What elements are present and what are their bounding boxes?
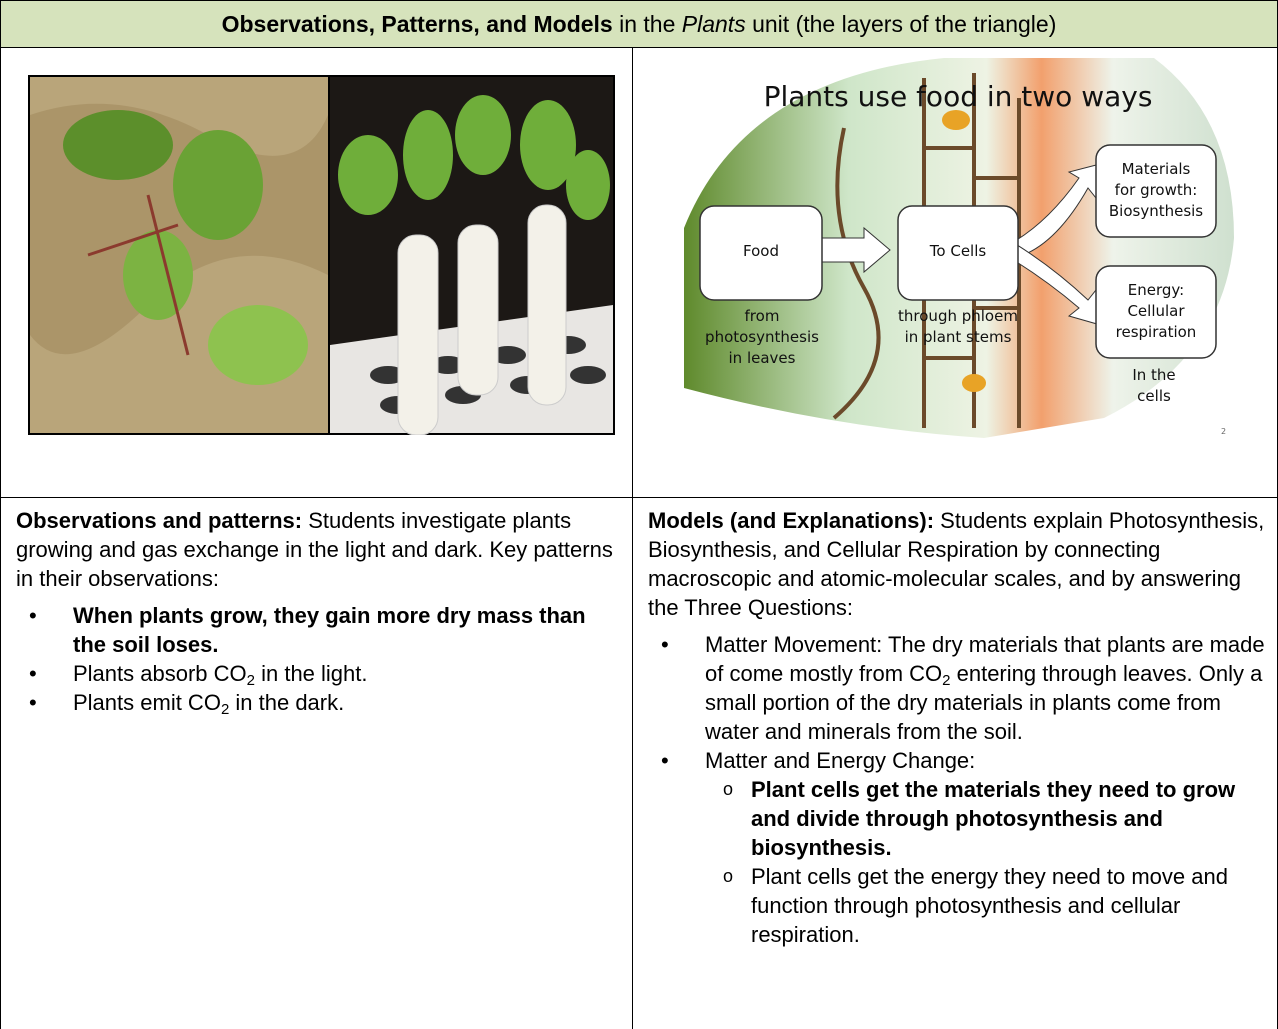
border (632, 47, 633, 1029)
source-label: in leaves (729, 349, 796, 367)
subscript: 2 (942, 672, 950, 689)
energy-label: respiration (1116, 323, 1197, 341)
text: in the light. (255, 661, 368, 686)
text: in the dark. (229, 690, 344, 715)
energy-label: Energy: (1128, 281, 1184, 299)
text: Plants emit CO (73, 690, 221, 715)
leaf (63, 110, 173, 180)
text: Plant cells get the energy they need to … (751, 864, 1228, 947)
bullet-list: •When plants grow, they gain more dry ma… (16, 601, 622, 717)
bullet: •When plants grow, they gain more dry ma… (16, 601, 622, 659)
table: Observations, Patterns, and Models in th… (0, 0, 1278, 1029)
border (0, 497, 1278, 498)
diagram: Plants use food in two ways Food To Cell… (684, 58, 1234, 438)
text: Matter and Energy Change: (705, 748, 975, 773)
cells-label: To Cells (929, 242, 987, 260)
bullet: •Plants emit CO2 in the dark. (16, 688, 622, 717)
label: Observations and patterns: (16, 508, 302, 533)
leaf (208, 305, 308, 385)
source-label: photosynthesis (705, 328, 819, 346)
bullet-list: •Matter Movement: The dry materials that… (648, 630, 1272, 949)
label: Models (and Explanations): (648, 508, 934, 533)
page: Observations, Patterns, and Models in th… (0, 0, 1278, 1029)
photo (28, 75, 615, 435)
models-cell: Models (and Explanations): Students expl… (648, 506, 1272, 1029)
path-label: in plant stems (905, 328, 1012, 346)
border (0, 47, 1, 1029)
location-label: In the (1132, 366, 1175, 384)
text: When plants grow, they gain more dry mas… (73, 603, 586, 657)
bullet: •Plants absorb CO2 in the light. (16, 659, 622, 688)
leaf (123, 230, 193, 320)
location-label: cells (1137, 387, 1171, 405)
diagram-title: Plants use food in two ways (764, 80, 1153, 113)
bullet: •Matter Movement: The dry materials that… (648, 630, 1272, 746)
header-bold: Observations, Patterns, and Models (222, 11, 613, 37)
growth-label: for growth: (1115, 181, 1198, 199)
header-text: unit (the layers of the triangle) (746, 11, 1057, 37)
text: Plants absorb CO (73, 661, 247, 686)
leaf (173, 130, 263, 240)
slide-number: 2 (1221, 427, 1226, 436)
source-label: from (745, 307, 780, 325)
header-text: in the (613, 11, 682, 37)
header-italic: Plants (682, 11, 746, 37)
header: Observations, Patterns, and Models in th… (0, 0, 1278, 48)
energy-label: Cellular (1127, 302, 1185, 320)
bullet: •Matter and Energy Change: (648, 746, 1272, 775)
growth-label: Biosynthesis (1109, 202, 1203, 220)
growth-label: Materials (1122, 160, 1191, 178)
subscript: 2 (247, 672, 255, 689)
paragraph: Models (and Explanations): Students expl… (648, 506, 1272, 622)
text: Plant cells get the materials they need … (751, 777, 1235, 860)
food-label: Food (743, 242, 779, 260)
path-label: through phloem (898, 307, 1018, 325)
observations-cell: Observations and patterns: Students inve… (16, 506, 622, 1029)
paragraph: Observations and patterns: Students inve… (16, 506, 622, 593)
